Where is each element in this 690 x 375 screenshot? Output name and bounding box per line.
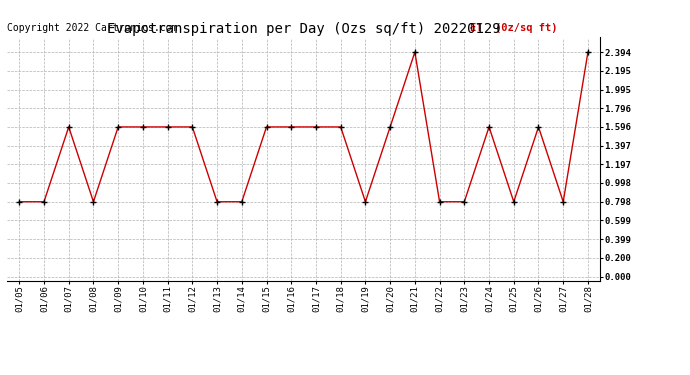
- Title: Evapotranspiration per Day (Ozs sq/ft) 20220129: Evapotranspiration per Day (Ozs sq/ft) 2…: [107, 22, 500, 36]
- Text: ET  (0z/sq ft): ET (0z/sq ft): [470, 23, 558, 33]
- Text: Copyright 2022 Cartronics.com: Copyright 2022 Cartronics.com: [7, 23, 177, 33]
